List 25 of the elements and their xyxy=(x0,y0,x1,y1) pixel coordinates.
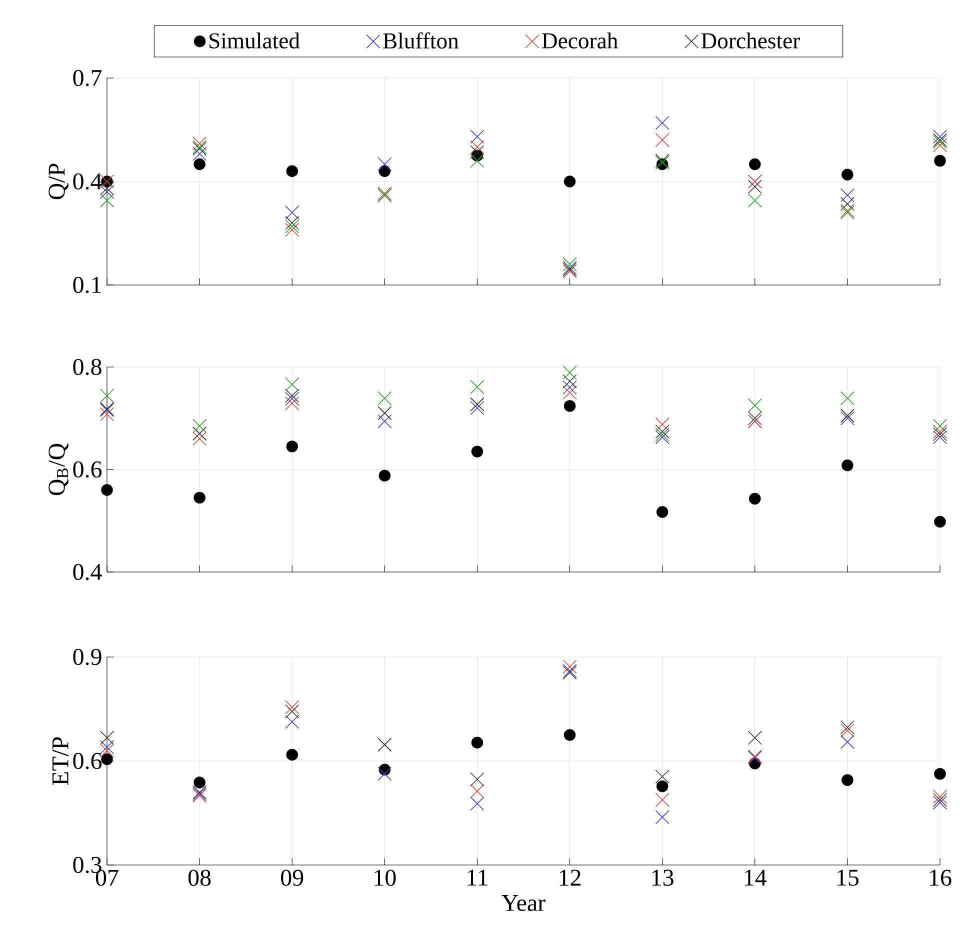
x-tick-label: 08 xyxy=(188,870,211,886)
y-tick-label: 0.6 xyxy=(73,752,102,770)
y-axis-title: ET/P xyxy=(52,737,68,785)
x-axis-title: Year xyxy=(502,895,546,912)
y-tick-label: 0.1 xyxy=(73,276,101,294)
y-tick-label: 0.8 xyxy=(73,358,102,376)
y-tick-label: 0.7 xyxy=(73,70,102,86)
y-tick-label: 0.9 xyxy=(73,648,102,666)
legend-label: Decorah xyxy=(542,32,618,48)
x-tick-label: 16 xyxy=(930,870,952,886)
x-tick-label: 14 xyxy=(744,870,767,886)
legend-label: Dorchester xyxy=(701,32,800,48)
y-tick-label: 0.4 xyxy=(73,564,102,580)
legend-label: Bluffton xyxy=(383,32,459,49)
x-tick-label: 15 xyxy=(838,870,858,886)
x-tick-label: 09 xyxy=(281,870,304,886)
y-tick-label: 0.4 xyxy=(73,173,102,190)
x-tick-label: 12 xyxy=(560,870,580,886)
x-tick-label: 11 xyxy=(468,870,488,886)
legend-label: Simulated xyxy=(210,32,300,48)
x-tick-label: 10 xyxy=(374,870,396,886)
y-axis-title: Q/P xyxy=(48,164,68,200)
x-tick-label: 13 xyxy=(652,870,674,886)
y-axis-title: Q$_{B}$/Q xyxy=(48,443,68,496)
y-tick-label: 0.6 xyxy=(73,461,102,478)
